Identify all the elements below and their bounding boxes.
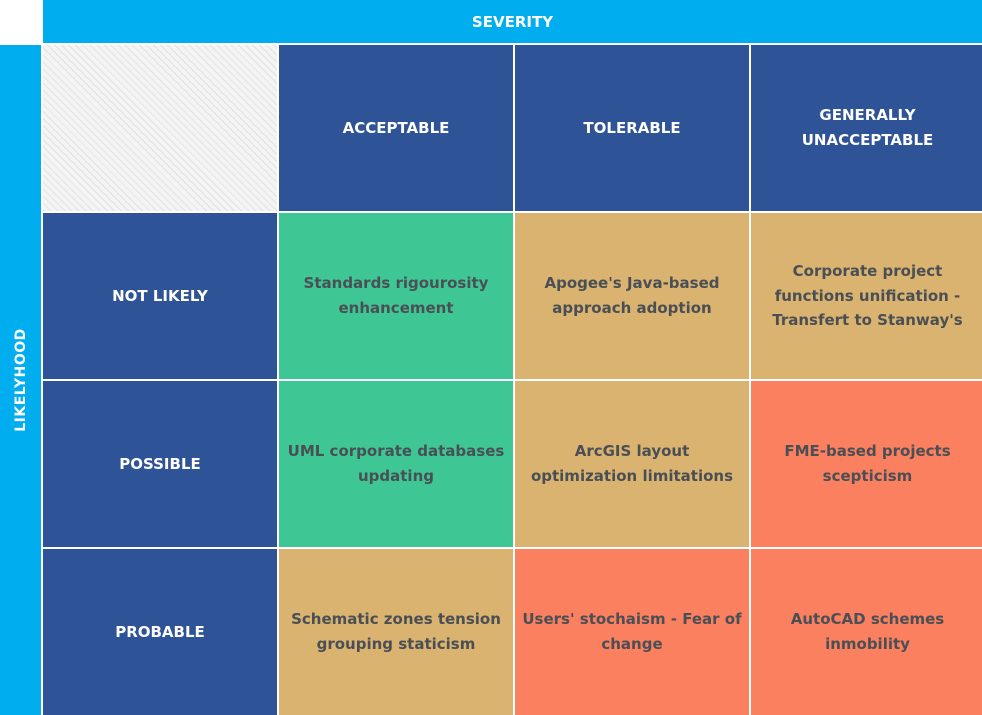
risk-cell: UML corporate databases updating <box>279 381 513 547</box>
risk-cell: Schematic zones tension grouping statici… <box>279 549 513 715</box>
risk-cell: Standards rigourosity enhancement <box>279 213 513 379</box>
column-header-acceptable: ACCEPTABLE <box>279 45 513 211</box>
row-header-possible: POSSIBLE <box>43 381 277 547</box>
risk-cell: Users' stochaism - Fear of change <box>515 549 749 715</box>
likelyhood-label: LIKELYHOOD <box>12 328 29 432</box>
risk-cell: AutoCAD schemes inmobility <box>751 549 982 715</box>
risk-cell: Apogee's Java-based approach adoption <box>515 213 749 379</box>
risk-cell: FME-based projects scepticism <box>751 381 982 547</box>
severity-header: SEVERITY <box>43 0 982 43</box>
row-header-not-likely: NOT LIKELY <box>43 213 277 379</box>
risk-cell: ArcGIS layout optimization limitations <box>515 381 749 547</box>
matrix-corner <box>43 45 277 211</box>
column-header-generally-unacceptable: GENERALLY UNACCEPTABLE <box>751 45 982 211</box>
risk-cell: Corporate project functions unification … <box>751 213 982 379</box>
row-header-probable: PROBABLE <box>43 549 277 715</box>
likelyhood-axis: LIKELYHOOD <box>0 45 41 715</box>
risk-matrix: ACCEPTABLE TOLERABLE GENERALLY UNACCEPTA… <box>43 45 982 715</box>
column-header-tolerable: TOLERABLE <box>515 45 749 211</box>
